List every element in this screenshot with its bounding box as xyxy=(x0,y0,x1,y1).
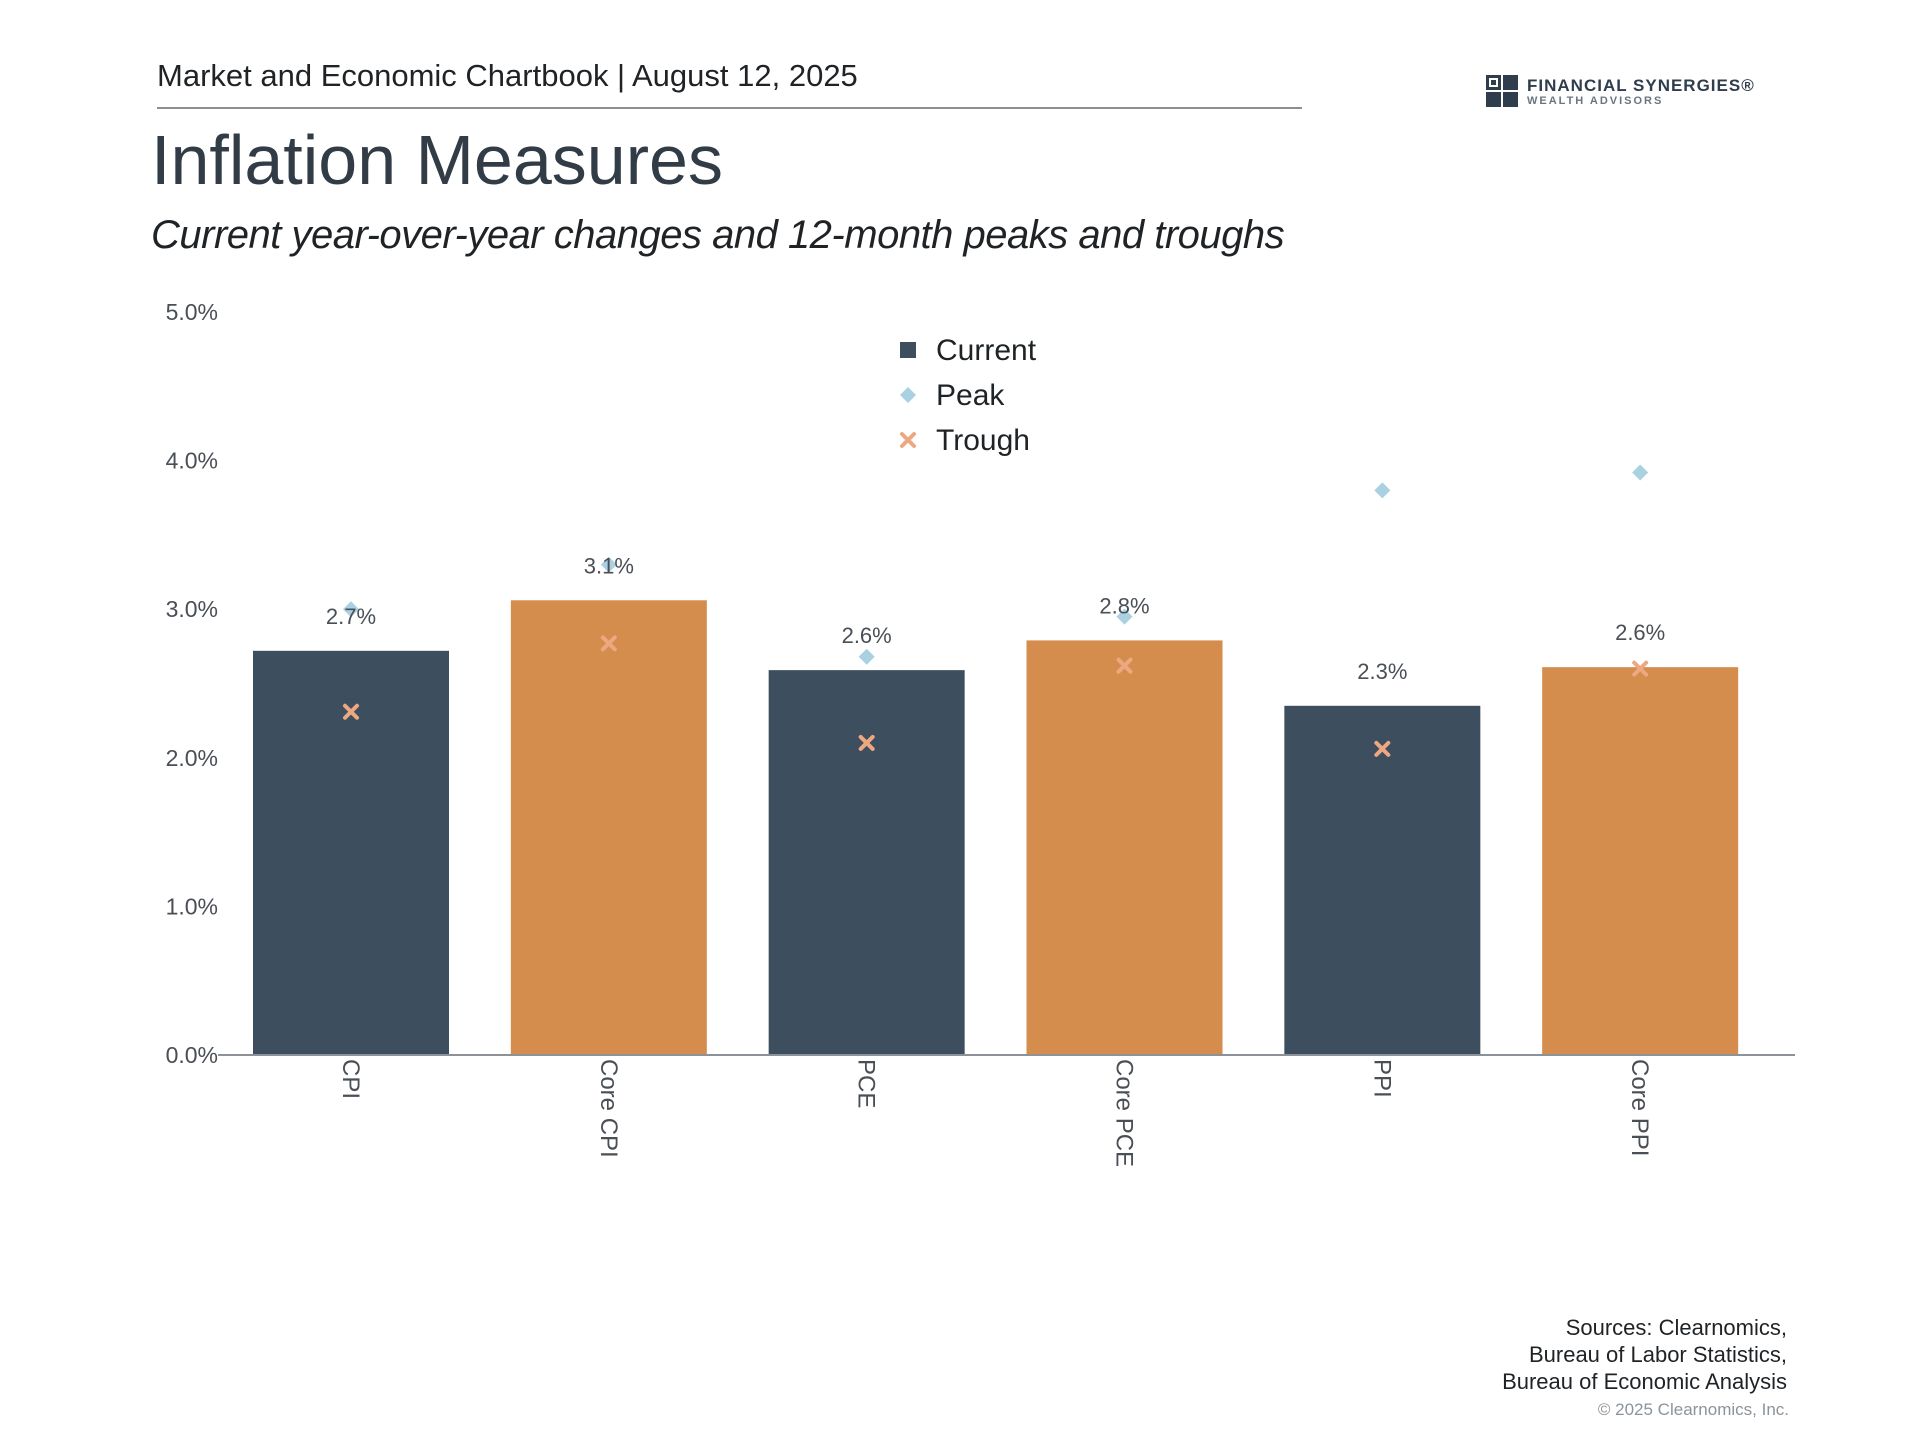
legend-label: Current xyxy=(936,334,1037,367)
data-label: 2.7% xyxy=(326,604,376,629)
peak-marker xyxy=(1116,608,1133,625)
copyright-notice: © 2025 Clearnomics, Inc. xyxy=(1597,1400,1789,1419)
trough-marker xyxy=(600,635,617,652)
peak-marker xyxy=(858,648,875,665)
trough-marker xyxy=(343,703,359,720)
peak-marker xyxy=(600,556,617,573)
bar-ppi xyxy=(1284,705,1481,1055)
inflation-bar-chart: 0.0% 1.0% 2.0% 3.0% 4.0% 5.0% CPI Core CPI PCE Co… xyxy=(166,299,1795,1167)
data-label: 2.6% xyxy=(842,623,892,648)
source-line: Bureau of Economic Analysis xyxy=(1502,1369,1787,1394)
y-tick-label: 1.0% xyxy=(166,893,218,919)
legend-label: Trough xyxy=(936,424,1030,457)
peak-marker xyxy=(343,601,359,618)
legend-label: Peak xyxy=(936,379,1005,412)
x-tick-label: Core PPI xyxy=(1626,1059,1653,1156)
header-divider xyxy=(157,107,1302,109)
page-title: Inflation Measures xyxy=(151,121,723,199)
legend-current-swatch xyxy=(900,342,916,358)
x-tick-label: PPI xyxy=(1368,1059,1395,1098)
sources-note: Sources: Clearnomics, Bureau of Labor St… xyxy=(1502,1314,1787,1395)
page-subtitle: Current year-over-year changes and 12-mo… xyxy=(151,213,1285,257)
legend-trough-swatch xyxy=(900,432,916,448)
x-tick-label: PCE xyxy=(853,1059,880,1108)
data-label: 2.8% xyxy=(1099,593,1149,618)
bar-pce xyxy=(768,670,965,1055)
logo-subtitle: WEALTH ADVISORS xyxy=(1527,95,1664,107)
legend-peak-swatch xyxy=(900,387,916,403)
bar-core-cpi xyxy=(510,600,707,1055)
trough-marker xyxy=(1374,740,1391,757)
company-logo: FINANCIAL SYNERGIES® WEALTH ADVISORS xyxy=(1486,73,1786,109)
y-tick-label: 0.0% xyxy=(166,1042,218,1068)
peak-marker xyxy=(1374,482,1391,499)
x-tick-label: Core PCE xyxy=(1111,1059,1138,1167)
x-tick-label: CPI xyxy=(337,1059,364,1099)
source-line: Sources: Clearnomics, xyxy=(1565,1315,1787,1340)
y-tick-label: 2.0% xyxy=(166,745,218,771)
bar-cpi xyxy=(253,650,449,1055)
source-line: Bureau of Labor Statistics, xyxy=(1528,1342,1787,1367)
trough-marker xyxy=(1632,660,1649,677)
y-tick-label: 5.0% xyxy=(166,299,218,325)
bar-core-ppi xyxy=(1542,667,1739,1055)
data-label: 2.6% xyxy=(1615,620,1665,645)
x-tick-label: Core CPI xyxy=(595,1059,622,1158)
y-tick-label: 4.0% xyxy=(166,448,218,474)
logo-name: FINANCIAL SYNERGIES® xyxy=(1527,76,1755,95)
data-label: 3.1% xyxy=(584,553,634,578)
peak-marker xyxy=(1632,464,1649,481)
trough-marker xyxy=(858,734,875,751)
trough-marker xyxy=(1116,657,1133,674)
bar-core-pce xyxy=(1026,640,1223,1055)
y-tick-label: 3.0% xyxy=(166,596,218,622)
data-label: 2.3% xyxy=(1357,659,1407,684)
chartbook-header: Market and Economic Chartbook | August 1… xyxy=(157,58,858,93)
logo-grid-icon xyxy=(1486,75,1518,107)
